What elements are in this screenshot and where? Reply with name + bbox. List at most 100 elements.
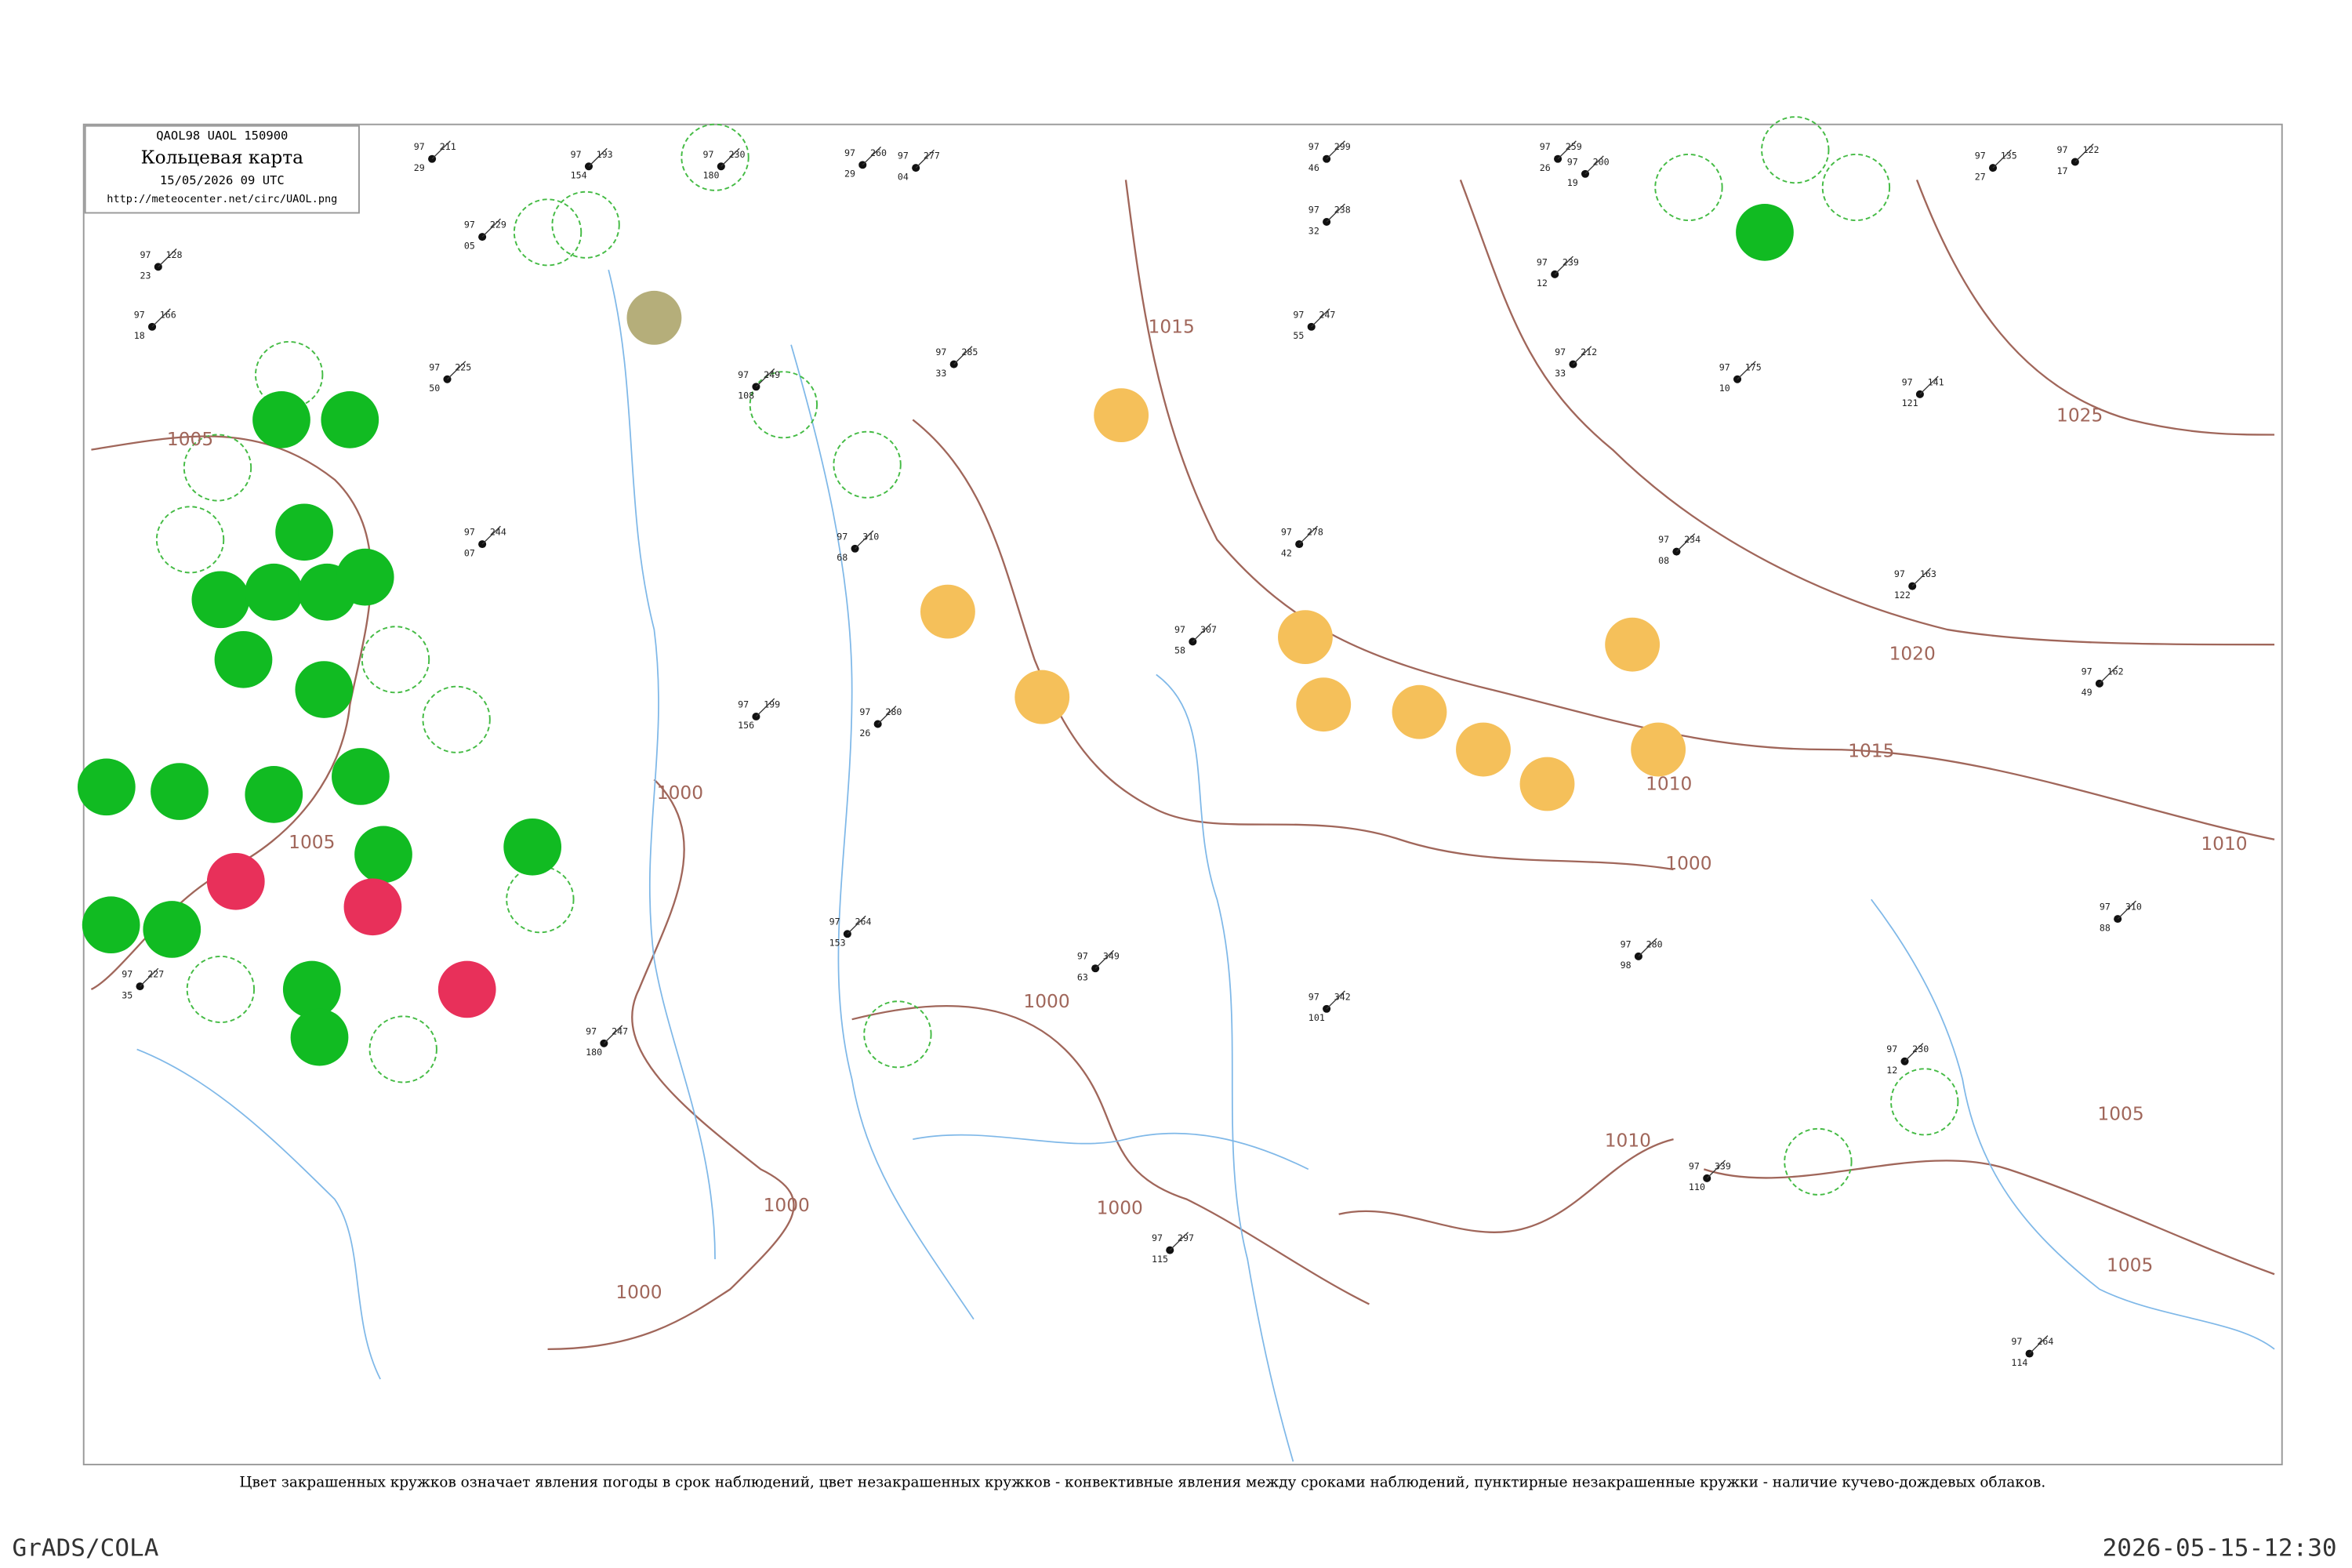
station-temperature: 97 [1308,991,1319,1002]
station-dewpoint: 63 [1077,972,1088,983]
station-dewpoint: 18 [134,330,145,341]
station-dewpoint: 12 [1537,278,1548,289]
station-temperature: 97 [1894,568,1905,579]
station: 297 97 115 [1152,1232,1194,1265]
cb-cloud-circle [422,685,491,753]
station-temperature: 97 [1077,951,1088,962]
station-pressure: 128 [166,249,183,260]
station-dewpoint: 108 [738,390,754,401]
station: 122 97 17 [2057,143,2100,176]
station-temperature: 97 [122,969,132,980]
station-pressure: 163 [1920,568,1936,579]
wind-barb [2117,900,2136,920]
station: 141 97 121 [1902,376,1944,408]
wind-barb [1326,203,1345,223]
isobar-label: 1000 [615,1283,662,1303]
wind-barb [1557,140,1577,160]
station-temperature: 97 [571,149,582,160]
station-dewpoint: 19 [1567,177,1578,188]
station-temperature: 97 [1902,376,1913,387]
wind-barb [1638,938,1657,957]
station: 163 97 122 [1894,568,1936,601]
station-temperature: 97 [2100,902,2111,913]
station-pressure: 141 [1928,376,1944,387]
isobar-label: 1005 [2107,1256,2153,1276]
station-dewpoint: 26 [1540,162,1551,173]
wind-barb [1326,990,1345,1010]
wind-barb [158,248,177,267]
station-temperature: 97 [844,147,855,158]
cb-cloud-circle [1654,153,1723,222]
station-pressure: 310 [862,531,879,542]
station: 239 97 12 [1537,256,1579,289]
station: 259 97 26 [1540,140,1582,173]
station-dewpoint: 154 [571,170,587,181]
station-dewpoint: 122 [1894,590,1911,601]
cb-cloud-circle [1784,1127,1853,1196]
station-temperature: 97 [134,309,145,320]
station-dewpoint: 114 [2011,1357,2027,1368]
station-dewpoint: 10 [1719,383,1730,394]
wind-barb [755,698,775,717]
cb-cloud-circle [506,866,575,934]
wind-barb [1904,1043,1924,1062]
precip-circle [143,901,201,958]
wind-barb [151,308,171,328]
precip-circle [82,896,140,954]
station: 339 97 110 [1689,1160,1731,1192]
station-pressure: 199 [764,699,780,710]
wind-barb [1919,376,1939,395]
product-code: QAOL98 UAOL 150900 [156,129,288,143]
wind-barb [877,706,897,724]
wind-barb [1094,949,1114,969]
wind-barb [1554,256,1573,275]
station-dewpoint: 12 [1886,1065,1897,1076]
wind-barb [2029,1335,2049,1355]
station-dewpoint: 27 [1975,172,1986,183]
station-pressure: 299 [1334,141,1351,152]
station-dewpoint: 110 [1689,1181,1705,1192]
station-dewpoint: 23 [140,270,151,281]
station: 229 97 05 [464,218,506,251]
cb-cloud-circle [833,430,902,499]
station: 278 97 42 [1281,525,1323,558]
station-temperature: 97 [2057,144,2068,155]
station-temperature: 97 [1152,1232,1163,1243]
station: 128 97 23 [140,248,183,281]
isobar-label: 1020 [1889,644,1936,664]
precip-circle [214,630,273,688]
station-pressure: 247 [612,1025,628,1036]
station-pressure: 230 [1912,1044,1929,1054]
wind-barb [603,1025,623,1044]
cb-cloud-circle [183,434,252,502]
caption: Цвет закрашенных кружков означает явлени… [239,1475,2045,1491]
isobar-label: 1005 [2097,1104,2143,1124]
wind-barb [2099,665,2118,684]
isobar-labels: 1005 1005 1000 1015 1000 1000 1000 1000 1010 1020… [167,318,2248,1303]
station-pressure: 342 [1334,991,1351,1002]
station-dewpoint: 49 [2082,687,2092,698]
station: 247 97 180 [586,1025,628,1058]
station-pressure: 297 [1178,1232,1194,1243]
station-pressure: 212 [1581,347,1597,358]
station-pressure: 166 [160,309,176,320]
station-pressure: 259 [1566,141,1582,152]
storm-circle [206,852,265,910]
map-url: http://meteocenter.net/circ/UAOL.png [107,193,337,205]
station-dewpoint: 68 [837,552,848,563]
precip-circle [503,818,562,876]
dust-circle [920,584,975,639]
station: 199 97 156 [738,698,780,731]
station: 310 97 68 [837,530,879,563]
station-pressure: 339 [1715,1160,1731,1171]
station-dewpoint: 101 [1308,1012,1325,1023]
wind-barb [755,368,775,387]
station-dewpoint: 32 [1308,225,1319,236]
station-pressure: 225 [455,361,471,372]
station-temperature: 97 [1567,156,1578,167]
station-temperature: 97 [464,527,475,538]
station-pressure: 135 [2001,151,2017,162]
wind-barb [1572,346,1592,365]
station-temperature: 97 [1293,309,1304,320]
wind-barb [1911,568,1931,587]
